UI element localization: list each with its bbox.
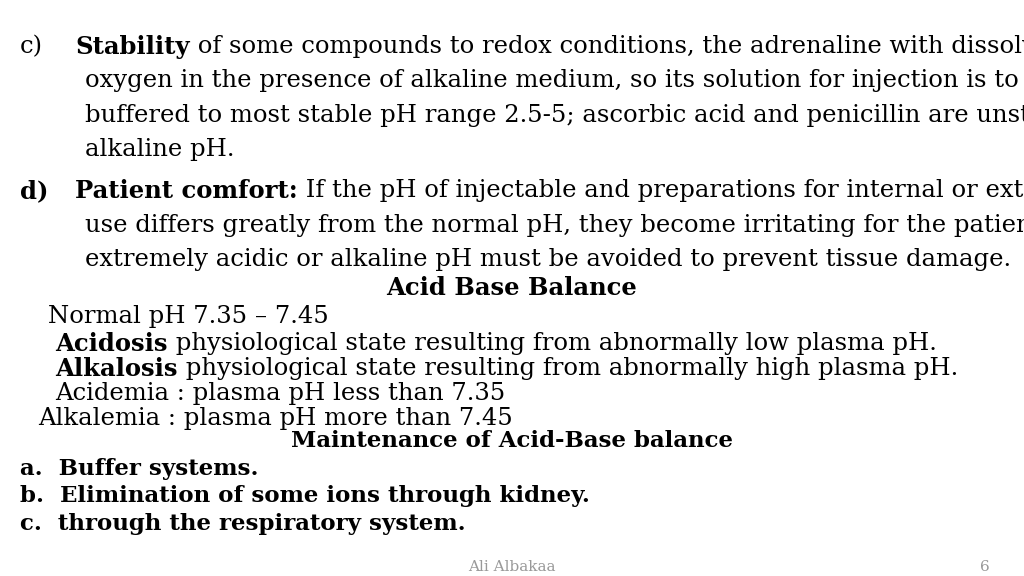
Text: Patient comfort:: Patient comfort: [75,179,298,203]
Text: use differs greatly from the normal pH, they become irritating for the patient. : use differs greatly from the normal pH, … [85,214,1024,237]
Text: c.  through the respiratory system.: c. through the respiratory system. [20,513,466,535]
Text: d): d) [20,179,48,203]
Text: If the pH of injectable and preparations for internal or external: If the pH of injectable and preparations… [298,179,1024,202]
Text: Ali Albakaa: Ali Albakaa [468,560,556,574]
Text: buffered to most stable pH range 2.5-5; ascorbic acid and penicillin are unstabl: buffered to most stable pH range 2.5-5; … [85,104,1024,127]
Text: Acidosis: Acidosis [55,332,168,355]
Text: alkaline pH.: alkaline pH. [85,138,234,161]
Text: of some compounds to redox conditions, the adrenaline with dissolved: of some compounds to redox conditions, t… [189,35,1024,58]
Text: Alkalosis: Alkalosis [55,357,177,381]
Text: extremely acidic or alkaline pH must be avoided to prevent tissue damage.: extremely acidic or alkaline pH must be … [85,248,1011,271]
Text: a.  Buffer systems.: a. Buffer systems. [20,457,258,480]
Text: Stability: Stability [75,35,189,59]
Text: 6: 6 [980,560,990,574]
Text: physiological state resulting from abnormally high plasma pH.: physiological state resulting from abnor… [177,357,957,380]
Text: Normal pH 7.35 – 7.45: Normal pH 7.35 – 7.45 [48,305,329,328]
Text: Alkalemia : plasma pH more than 7.45: Alkalemia : plasma pH more than 7.45 [38,407,513,430]
Text: oxygen in the presence of alkaline medium, so its solution for injection is to b: oxygen in the presence of alkaline mediu… [85,69,1024,92]
Text: physiological state resulting from abnormally low plasma pH.: physiological state resulting from abnor… [168,332,936,355]
Text: b.  Elimination of some ions through kidney.: b. Elimination of some ions through kidn… [20,486,590,507]
Text: Acid Base Balance: Acid Base Balance [387,276,637,300]
Text: c): c) [20,35,43,58]
Text: Maintenance of Acid-Base balance: Maintenance of Acid-Base balance [291,430,733,452]
Text: Acidemia : plasma pH less than 7.35: Acidemia : plasma pH less than 7.35 [55,382,505,405]
